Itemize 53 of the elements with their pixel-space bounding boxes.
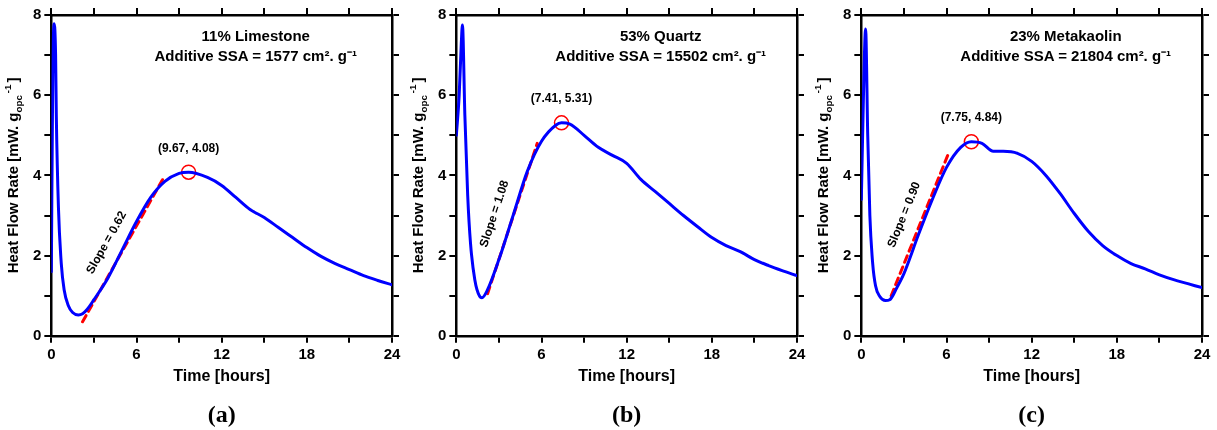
text: (c)	[1018, 401, 1045, 428]
annotation: (7.75, 4.84)	[940, 110, 1003, 125]
y-tick-label: 2	[438, 245, 447, 263]
text: Additive SSA = 21804 cm². g⁻¹	[960, 47, 1172, 65]
x-axis-title: Time [hours]	[983, 366, 1080, 384]
x-axis-title: Time [hours]	[578, 366, 675, 384]
x-tick-label: 24	[1193, 344, 1211, 362]
x-tick-label: 0	[452, 344, 461, 362]
x-tick-label: 24	[383, 344, 401, 362]
y-tick-label: 2	[33, 245, 42, 263]
line-series	[51, 22, 392, 317]
y-axis-title: Heat Flow Rate [mW. gopc-1]	[1, 77, 25, 274]
text: Additive SSA = 1577 cm². g⁻¹	[154, 47, 357, 65]
y-tick-label: 2	[843, 245, 852, 263]
line-series	[456, 23, 797, 300]
y-tick-label: 8	[33, 5, 42, 23]
y-tick-label: 4	[33, 165, 42, 183]
text: Additive SSA = 15502 cm². g⁻¹	[555, 47, 767, 65]
annotation: (7.41, 5.31)	[530, 91, 593, 106]
y-tick-label: 6	[438, 85, 447, 103]
x-tick-label: 12	[618, 344, 636, 362]
y-tick-label: 0	[33, 325, 42, 343]
text: 23% Metakaolin	[1009, 27, 1122, 45]
text: (b)	[612, 401, 642, 428]
x-tick-label: 6	[942, 344, 951, 362]
y-axis-title: Heat Flow Rate [mW. gopc-1]	[406, 77, 430, 274]
x-tick-label: 6	[132, 344, 141, 362]
x-tick-label: 12	[1023, 344, 1041, 362]
x-tick-label: 6	[537, 344, 546, 362]
annotation: (9.67, 4.08)	[157, 140, 220, 155]
x-tick-label: 0	[47, 344, 56, 362]
y-tick-label: 6	[843, 85, 852, 103]
y-tick-label: 6	[33, 85, 42, 103]
text: 53% Quartz	[619, 27, 702, 45]
y-tick-label: 4	[438, 165, 447, 183]
x-tick-label: 24	[788, 344, 806, 362]
y-tick-label: 8	[843, 5, 852, 23]
text: 11% Limestone	[201, 27, 310, 45]
x-tick-label: 18	[298, 344, 316, 362]
x-tick-label: 0	[857, 344, 866, 362]
x-tick-label: 18	[1108, 344, 1126, 362]
y-tick-label: 4	[843, 165, 852, 183]
x-tick-label: 12	[213, 344, 231, 362]
text: (a)	[207, 401, 236, 428]
y-tick-label: 8	[438, 5, 447, 23]
line-series	[861, 27, 1202, 303]
annotation: Slope = 0.90	[884, 179, 924, 250]
y-axis-title: Heat Flow Rate [mW. gopc-1]	[811, 77, 835, 274]
x-tick-label: 18	[703, 344, 721, 362]
y-tick-label: 0	[843, 325, 852, 343]
annotation: Slope = 1.08	[476, 178, 512, 249]
x-axis-title: Time [hours]	[173, 366, 270, 384]
y-tick-label: 0	[438, 325, 447, 343]
